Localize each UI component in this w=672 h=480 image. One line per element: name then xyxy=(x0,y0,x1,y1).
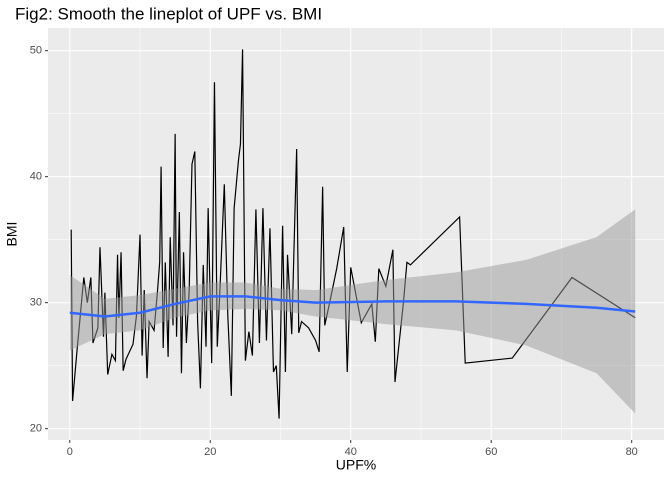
x-axis-label: UPF% xyxy=(336,457,376,473)
x-tick-label: 60 xyxy=(485,446,497,458)
data-line xyxy=(70,49,636,419)
y-tick-label: 30 xyxy=(30,297,42,309)
y-tick-label: 50 xyxy=(30,45,42,57)
chart-title: Fig2: Smooth the lineplot of UPF vs. BMI xyxy=(15,4,322,23)
x-tick-label: 20 xyxy=(204,446,216,458)
smooth-line xyxy=(69,295,636,318)
x-tick-label: 80 xyxy=(626,446,638,458)
y-tick-label: 20 xyxy=(30,423,42,435)
x-tick-label: 0 xyxy=(67,446,73,458)
x-tick-label: 40 xyxy=(345,446,357,458)
confidence-band xyxy=(69,209,636,414)
y-tick-label: 40 xyxy=(30,171,42,183)
y-axis-label: BMI xyxy=(4,222,20,247)
panel xyxy=(48,28,664,440)
